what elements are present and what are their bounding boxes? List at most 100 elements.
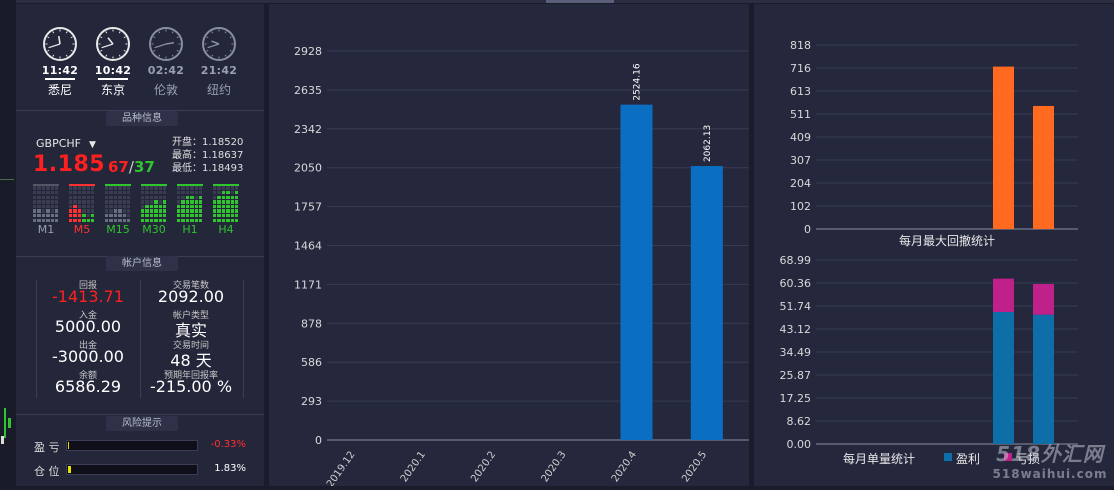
meter-segment xyxy=(37,214,41,218)
meter-segment xyxy=(109,214,113,218)
y-tick-label: 307 xyxy=(790,154,811,167)
meter-segment xyxy=(194,214,198,218)
meter-segment xyxy=(154,186,158,190)
meter-segment xyxy=(37,191,41,195)
account-label: 出金 xyxy=(78,341,97,351)
ask-tail: 37 xyxy=(133,158,155,176)
meter-segment xyxy=(109,209,113,213)
hour-hand xyxy=(165,41,175,45)
meter-segment xyxy=(226,204,230,209)
meter-segment xyxy=(230,218,234,222)
meter-segment xyxy=(221,209,226,213)
meter-segment xyxy=(50,218,54,222)
timeframe-h4: H4 xyxy=(212,184,240,236)
meter-segment xyxy=(221,191,226,195)
meter-segment xyxy=(118,218,122,222)
risk-label: 仓 位 xyxy=(34,465,60,478)
meter-segment xyxy=(158,200,162,204)
meter-segment xyxy=(105,200,109,204)
clock-tick xyxy=(65,54,68,57)
meter-segment xyxy=(73,200,77,204)
meter-segment xyxy=(122,214,126,218)
account-label: 预期年回报率 xyxy=(163,371,218,381)
bar-亏损 xyxy=(1033,283,1054,315)
strength-meter xyxy=(105,184,131,222)
meter-segment xyxy=(149,195,154,199)
meter-segment xyxy=(194,204,198,209)
clock-face-icon xyxy=(42,26,78,62)
clock-face-icon xyxy=(95,26,131,62)
meter-segment xyxy=(154,195,158,199)
meter-segment xyxy=(82,186,86,190)
meter-segment xyxy=(37,195,41,199)
y-tick-label: 1464 xyxy=(294,240,322,253)
meter-segment xyxy=(181,186,185,190)
meter-segment xyxy=(105,204,109,209)
meter-segment xyxy=(181,209,185,213)
meter-segment xyxy=(226,214,230,218)
meter-segment xyxy=(37,218,41,222)
clock-city: 悉尼 xyxy=(47,83,72,97)
meter-segment xyxy=(154,191,158,195)
meter-segment xyxy=(235,204,239,209)
timeframe-label: M5 xyxy=(73,223,91,236)
meter-segment xyxy=(109,200,113,204)
meter-segment xyxy=(91,200,95,204)
meter-segment xyxy=(37,209,41,213)
clock-rim xyxy=(96,27,130,61)
meter-segment xyxy=(73,195,77,199)
meter-segment xyxy=(113,186,118,190)
meter-segment xyxy=(221,200,226,204)
minute-hand xyxy=(48,43,61,49)
clock-tick xyxy=(118,31,121,34)
meter-segment xyxy=(82,191,86,195)
clock-icon xyxy=(96,27,130,61)
meter-segment xyxy=(226,209,230,213)
meter-segment xyxy=(145,200,149,204)
meter-segment xyxy=(194,209,198,213)
meter-segment xyxy=(221,204,226,209)
candle-mark xyxy=(1,436,4,444)
meter-segment xyxy=(77,218,82,222)
meter-segment xyxy=(41,209,46,213)
meter-segment xyxy=(213,204,217,209)
y-tick-label: 1757 xyxy=(294,201,322,214)
meter-segment xyxy=(105,191,109,195)
meter-segment xyxy=(77,191,82,195)
minute-hand xyxy=(154,43,167,49)
meter-segment xyxy=(154,204,158,209)
meter-segment xyxy=(235,186,239,190)
meter-segment xyxy=(118,209,122,213)
clock-tick xyxy=(153,36,156,39)
timeframe-label: M30 xyxy=(142,223,166,236)
meter-segment xyxy=(55,195,59,199)
meter-segment xyxy=(69,209,73,213)
y-tick-label: 511 xyxy=(790,108,811,121)
clock-city: 纽约 xyxy=(206,83,231,97)
meter-segment xyxy=(158,186,162,190)
y-tick-label: 0.00 xyxy=(787,438,812,451)
meter-segment xyxy=(149,218,154,222)
meter-segment xyxy=(113,214,118,218)
hour-hand xyxy=(57,35,61,45)
meter-segment xyxy=(69,214,73,218)
meter-segment xyxy=(185,218,190,222)
symbol-selector[interactable]: GBPCHF ▼ xyxy=(36,137,96,150)
hour-hand xyxy=(211,40,220,45)
strength-meter xyxy=(69,184,95,222)
meter-segment xyxy=(46,214,50,218)
meter-segment xyxy=(41,186,46,190)
meter-segment xyxy=(235,209,239,213)
clock-tick xyxy=(52,54,55,57)
meter-segment xyxy=(37,200,41,204)
meter-segment xyxy=(55,204,59,209)
meter-segment xyxy=(105,209,109,213)
clock-tick xyxy=(118,54,121,57)
y-tick-label: 818 xyxy=(790,39,811,52)
timeframe-label: H4 xyxy=(218,223,234,236)
meter-segment xyxy=(185,214,190,218)
meter-segment xyxy=(217,200,221,204)
meter-segment xyxy=(194,191,198,195)
meter-segment xyxy=(69,204,73,209)
data-label: 2524.16 xyxy=(633,63,643,100)
